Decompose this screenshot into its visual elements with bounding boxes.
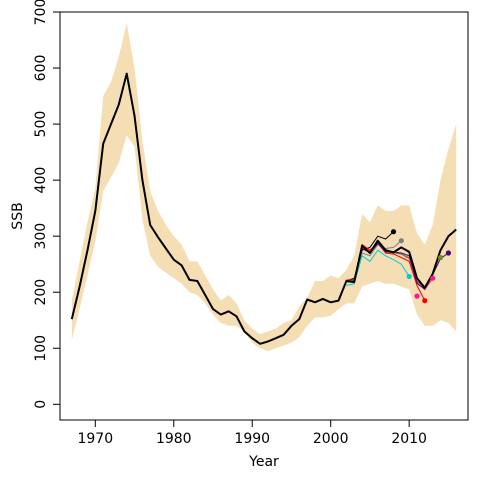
y-tick-label-600: 600 xyxy=(33,55,49,82)
y-tick-label-200: 200 xyxy=(33,279,49,306)
y-tick-label-700: 700 xyxy=(33,0,49,25)
confidence-band-layer xyxy=(71,23,457,352)
x-tick-label-2000: 2000 xyxy=(313,431,349,447)
endpoint-marker-2008 xyxy=(390,229,397,235)
endpoint-marker-2009 xyxy=(398,238,404,244)
endpoint-marker-2014 xyxy=(437,254,444,261)
endpoint-marker-2011 xyxy=(414,293,420,299)
y-tick-label-500: 500 xyxy=(33,111,49,138)
endpoint-marker-2013 xyxy=(430,275,436,281)
y-tick-label-400: 400 xyxy=(33,167,49,194)
main-line-layer xyxy=(70,72,457,345)
ssb-main-line xyxy=(70,72,457,345)
x-tick-label-1970: 1970 xyxy=(77,431,113,447)
x-axis-label: Year xyxy=(248,454,279,470)
confidence-band xyxy=(71,23,457,352)
x-tick-label-2010: 2010 xyxy=(391,431,427,447)
endpoint-marker-2012 xyxy=(422,298,428,304)
y-axis: 0 100 200 300 400 500 600 700 xyxy=(33,0,61,409)
endpoint-markers-layer xyxy=(390,229,451,304)
y-tick-label-100: 100 xyxy=(33,335,49,362)
y-tick-label-300: 300 xyxy=(33,223,49,250)
endpoint-marker-2010 xyxy=(406,273,412,280)
x-tick-label-1980: 1980 xyxy=(156,431,192,447)
x-axis: 1970 1980 1990 2000 2010 xyxy=(77,419,427,447)
endpoint-marker-2015 xyxy=(445,250,451,256)
y-axis-label: SSB xyxy=(10,202,26,229)
x-tick-label-1990: 1990 xyxy=(234,431,270,447)
y-tick-label-0: 0 xyxy=(33,400,49,409)
